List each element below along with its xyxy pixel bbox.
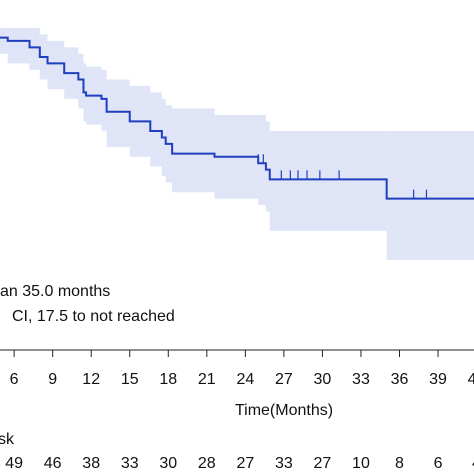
x-tick-label: 21: [198, 371, 216, 388]
ci-band: [172, 108, 215, 193]
at-risk-count: 6: [434, 455, 443, 472]
ci-band: [78, 53, 84, 109]
x-tick-label: 9: [48, 371, 57, 388]
x-tick-label: 39: [429, 371, 447, 388]
at-risk-count: 27: [314, 455, 332, 472]
ci-band: [29, 28, 40, 70]
at-risk-count: 33: [275, 455, 293, 472]
x-tick-label: 27: [275, 371, 293, 388]
at-risk-count: 10: [352, 455, 370, 472]
at-risk-count: 27: [236, 455, 254, 472]
at-risk-count: 4: [472, 455, 474, 472]
at-risk-count: 8: [395, 455, 404, 472]
at-risk-count: 33: [121, 455, 139, 472]
ci-band: [258, 114, 266, 206]
at-risk-count: 49: [5, 455, 23, 472]
ci-band: [7, 28, 30, 64]
at-risk-count: 38: [82, 455, 100, 472]
x-tick-label: 36: [391, 371, 409, 388]
x-tick-label: 12: [82, 371, 100, 388]
at-risk-count: 28: [198, 455, 216, 472]
ci-band: [47, 40, 65, 90]
annotation: an 35.0 months: [0, 283, 110, 300]
ci-band: [265, 121, 270, 212]
ci-band: [101, 69, 107, 132]
x-tick-label: 30: [314, 371, 332, 388]
x-axis-label: Time(Months): [235, 402, 333, 419]
ci-band: [386, 131, 474, 260]
ci-band: [150, 92, 162, 167]
at-risk-count: 46: [44, 455, 62, 472]
x-tick-label: 15: [121, 371, 139, 388]
annotation: CI, 17.5 to not reached: [12, 308, 175, 325]
ci-band: [106, 79, 130, 148]
x-tick-label: 42: [468, 371, 474, 388]
ci-band: [0, 28, 8, 54]
x-tick-label: 33: [352, 371, 370, 388]
x-tick-label: 6: [10, 371, 19, 388]
at-risk-label: sk: [0, 431, 15, 448]
survival-curve: [0, 36, 474, 200]
x-tick-label: 18: [159, 371, 177, 388]
x-tick-label: 24: [236, 371, 254, 388]
ci-band: [269, 131, 387, 231]
at-risk-count: 30: [159, 455, 177, 472]
